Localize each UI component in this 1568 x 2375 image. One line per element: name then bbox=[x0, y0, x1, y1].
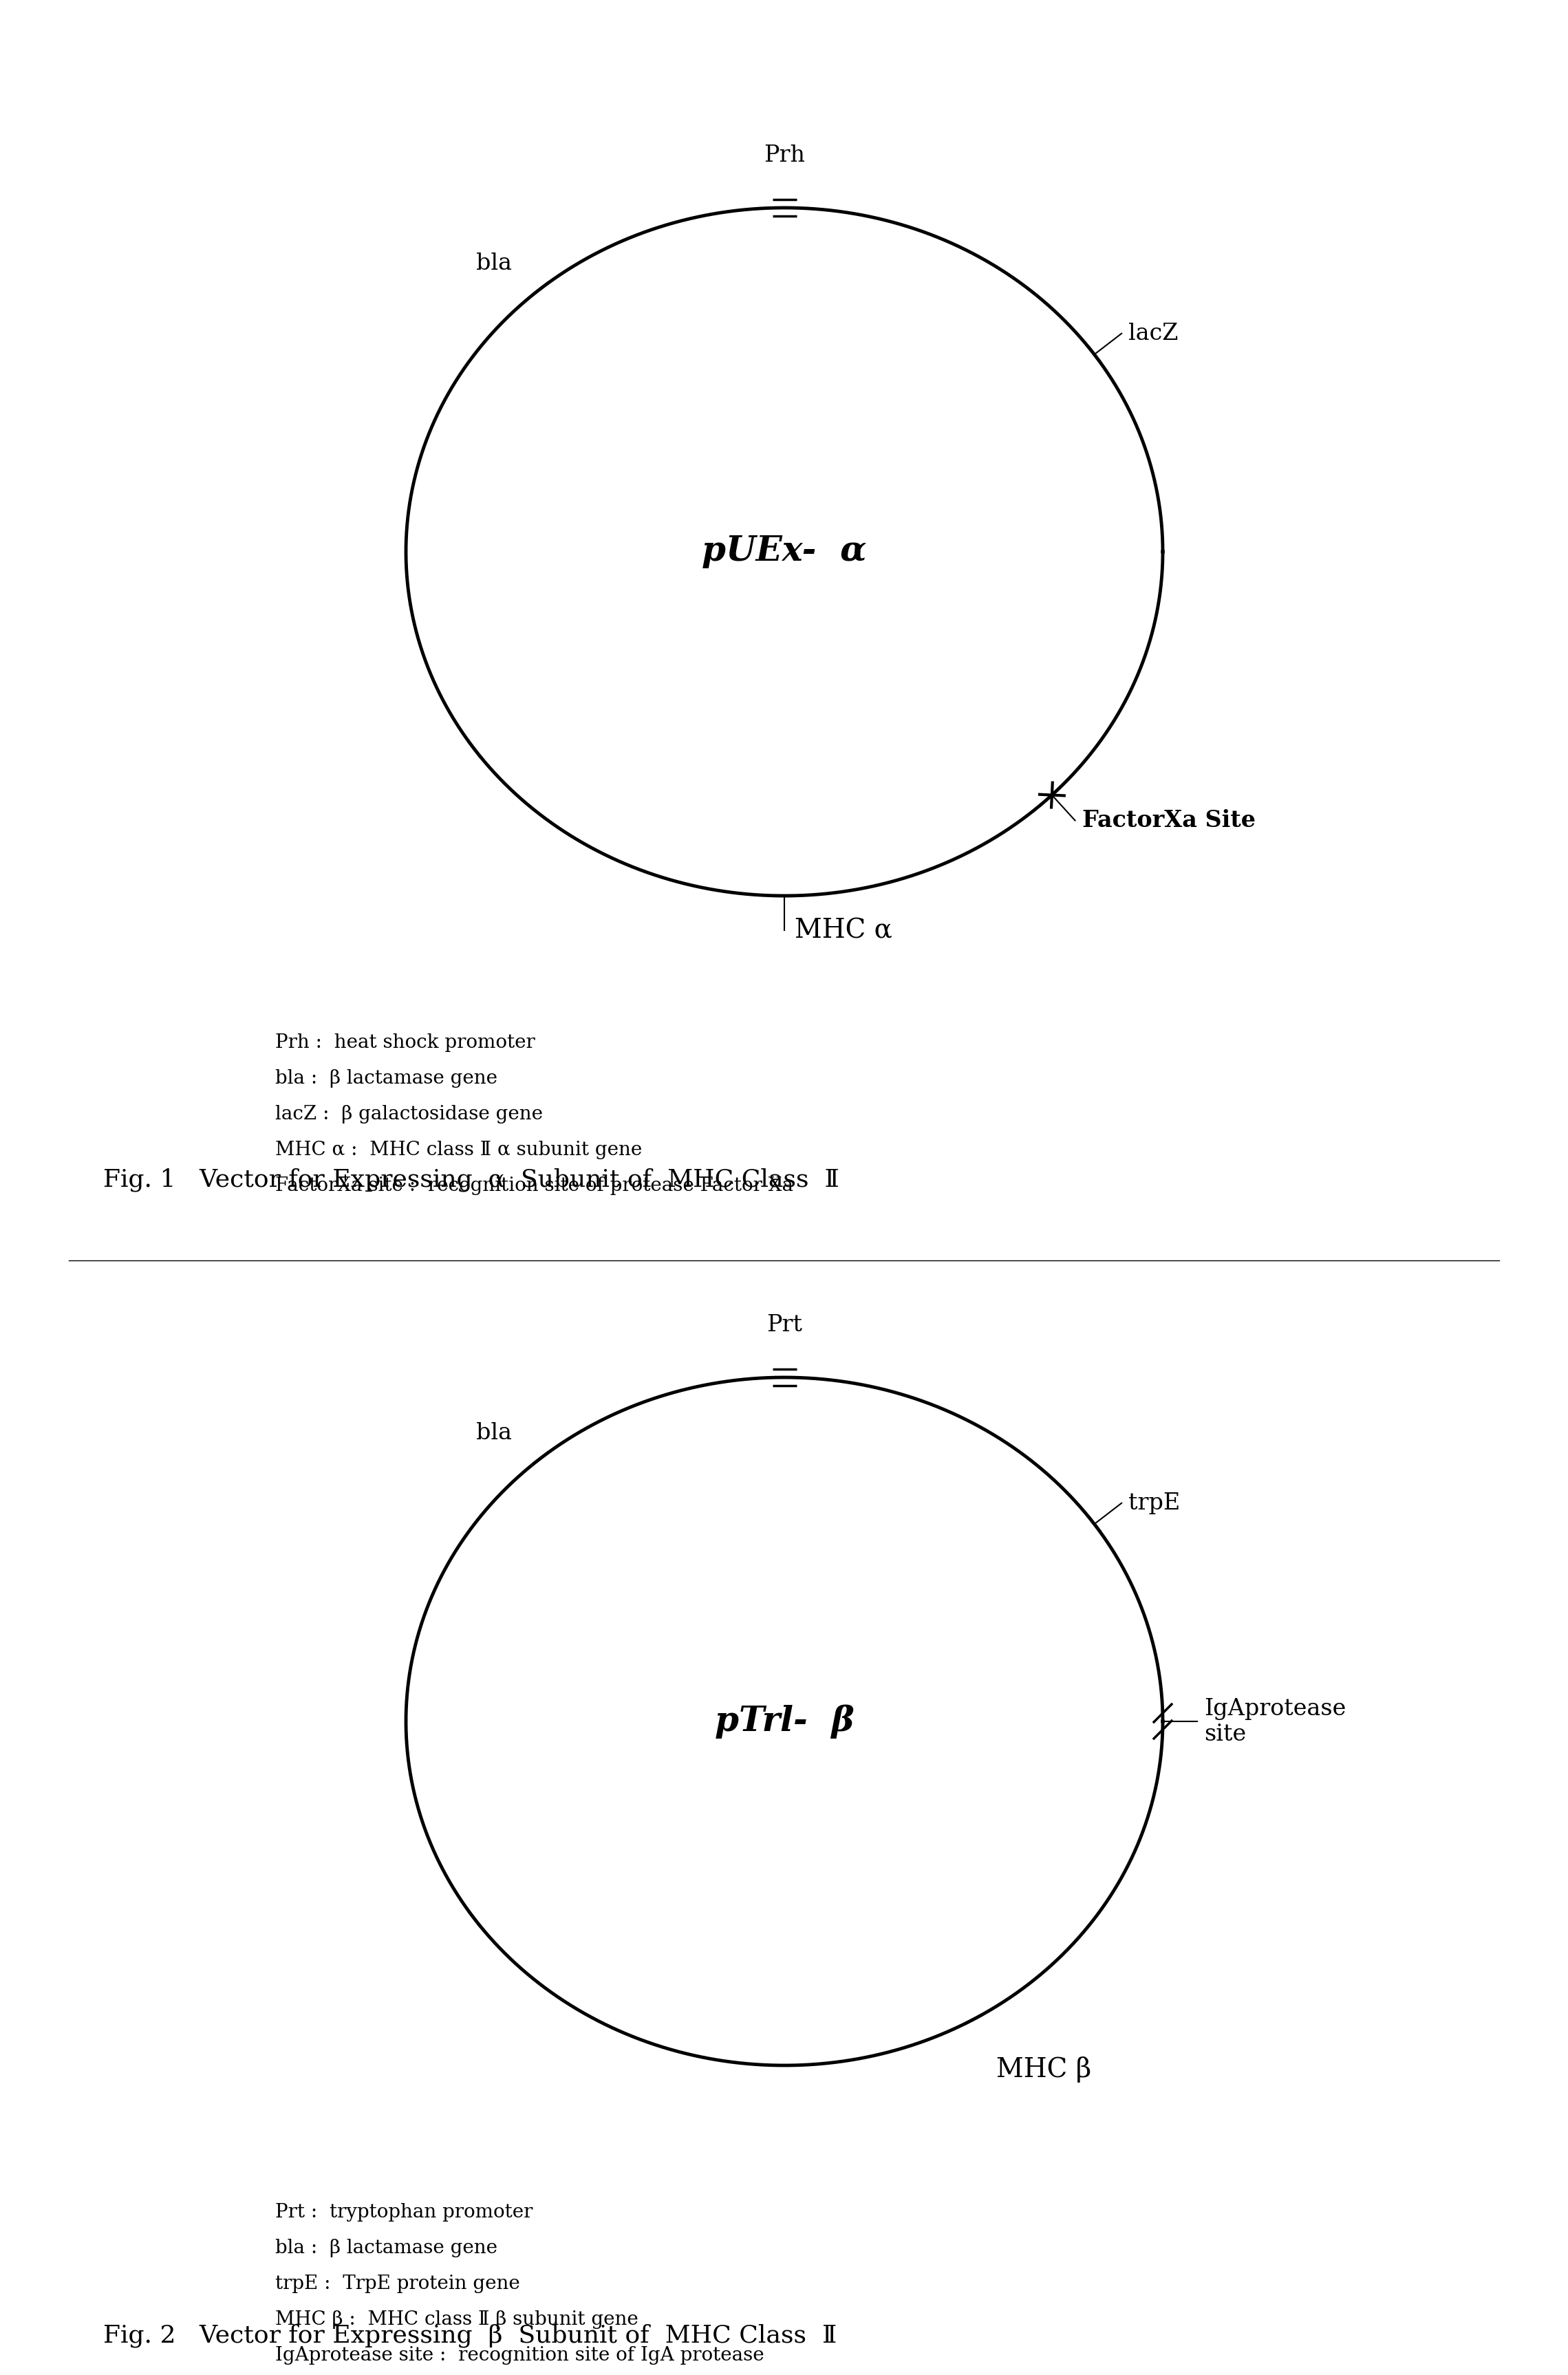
Text: MHC α: MHC α bbox=[795, 917, 892, 943]
Text: bla :  β lactamase gene: bla : β lactamase gene bbox=[276, 1069, 497, 1088]
Text: Fig. 2   Vector for Expressing  β  Subunit of  MHC Class  Ⅱ: Fig. 2 Vector for Expressing β Subunit o… bbox=[103, 2323, 837, 2346]
Text: pTrl-  β: pTrl- β bbox=[715, 1705, 855, 1738]
Text: FactorXa site :  recognition site of protease Factor Xa: FactorXa site : recognition site of prot… bbox=[276, 1176, 793, 1195]
Text: bla: bla bbox=[477, 252, 513, 276]
Text: IgAprotease site :  recognition site of IgA protease: IgAprotease site : recognition site of I… bbox=[276, 2346, 764, 2366]
Text: pUEx-  α: pUEx- α bbox=[702, 534, 867, 568]
Text: IgAprotease
site: IgAprotease site bbox=[1204, 1698, 1345, 1746]
Text: Prh: Prh bbox=[764, 145, 804, 166]
Text: trpE: trpE bbox=[1129, 1492, 1181, 1515]
Text: bla :  β lactamase gene: bla : β lactamase gene bbox=[276, 2240, 497, 2256]
Text: Prh :  heat shock promoter: Prh : heat shock promoter bbox=[276, 1033, 535, 1052]
Text: lacZ :  β galactosidase gene: lacZ : β galactosidase gene bbox=[276, 1104, 543, 1123]
Text: Prt: Prt bbox=[767, 1313, 803, 1337]
Text: FactorXa Site: FactorXa Site bbox=[1082, 810, 1256, 831]
Text: MHC α :  MHC class Ⅱ α subunit gene: MHC α : MHC class Ⅱ α subunit gene bbox=[276, 1140, 641, 1159]
Text: Fig. 1   Vector for Expressing  α  Subunit of  MHC Class  Ⅱ: Fig. 1 Vector for Expressing α Subunit o… bbox=[103, 1168, 839, 1192]
Text: MHC β: MHC β bbox=[996, 2057, 1091, 2083]
Text: Prt :  tryptophan promoter: Prt : tryptophan promoter bbox=[276, 2204, 533, 2221]
Text: lacZ: lacZ bbox=[1129, 323, 1178, 344]
Text: bla: bla bbox=[477, 1423, 513, 1444]
Text: MHC β :  MHC class Ⅱ β subunit gene: MHC β : MHC class Ⅱ β subunit gene bbox=[276, 2311, 638, 2330]
Text: trpE :  TrpE protein gene: trpE : TrpE protein gene bbox=[276, 2275, 521, 2294]
